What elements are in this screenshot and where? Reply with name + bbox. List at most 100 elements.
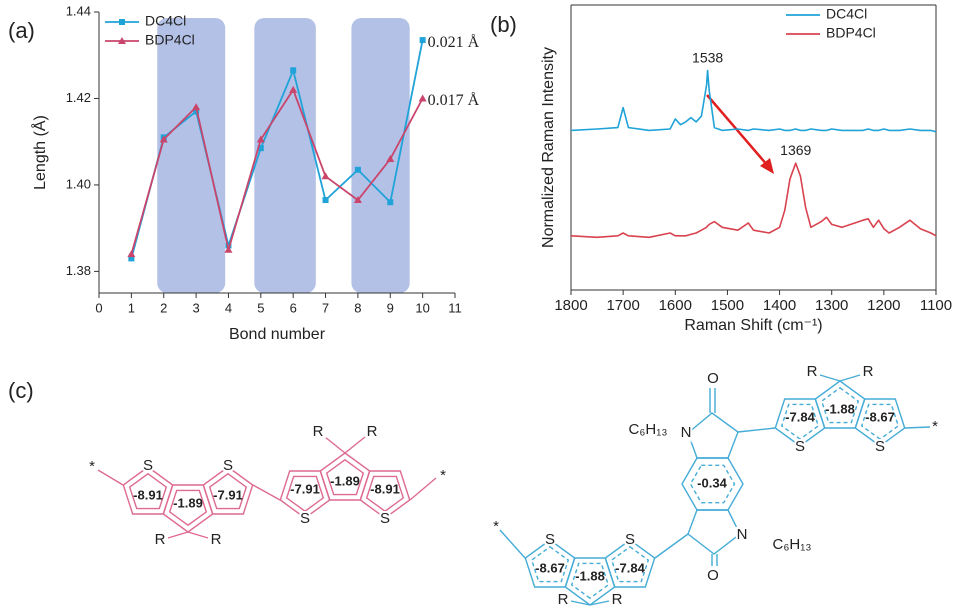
ring	[860, 403, 900, 441]
marker	[419, 37, 426, 44]
ring-value: -7.91	[213, 487, 243, 502]
x-tick-label: 1500	[711, 297, 744, 314]
marker	[256, 135, 265, 143]
atom-label: R	[612, 591, 623, 608]
ring-value: -7.84	[615, 560, 645, 575]
ring	[687, 412, 739, 459]
bond	[819, 374, 841, 382]
marker	[159, 135, 168, 143]
atom-label: R	[367, 423, 378, 440]
x-tick-label: 1	[128, 300, 135, 315]
atom-label: *	[440, 467, 446, 484]
ring	[814, 380, 866, 429]
marker	[289, 85, 298, 93]
marker	[193, 108, 200, 115]
marker	[322, 197, 329, 204]
x-tick-label: 6	[290, 300, 297, 315]
x-tick-label: 1700	[606, 297, 639, 314]
legend-marker	[119, 19, 125, 25]
legend-label: BDP4Cl	[826, 25, 876, 41]
annotation: 0.017 Å	[428, 91, 480, 109]
atom-label: S	[380, 510, 390, 527]
bond	[654, 533, 689, 559]
arrow-head	[760, 158, 774, 174]
y-tick-label: 1.44	[66, 3, 91, 18]
atom-label: R	[863, 363, 874, 380]
atom-label: S	[143, 457, 153, 474]
panel-label: (c)	[8, 378, 34, 403]
y-tick-label: 1.38	[66, 263, 91, 278]
x-tick-label: 1800	[554, 297, 587, 314]
marker	[257, 145, 264, 152]
atom-label: R	[155, 531, 166, 548]
ring	[202, 466, 254, 515]
marker	[290, 67, 297, 74]
legend-marker	[118, 37, 126, 44]
bond	[324, 436, 346, 454]
bond	[252, 484, 281, 501]
x-tick-label: 8	[354, 300, 361, 315]
highlight-band	[351, 18, 410, 293]
ring-value: -1.89	[330, 473, 360, 488]
marker	[224, 245, 233, 253]
series-line	[570, 162, 937, 239]
ring	[279, 470, 331, 519]
bond	[344, 436, 366, 454]
y-axis-label: Length (Å)	[30, 115, 49, 190]
peak-label: 1369	[780, 142, 811, 158]
bond	[904, 426, 931, 429]
ring	[564, 557, 616, 606]
marker	[127, 250, 136, 258]
ring	[162, 484, 214, 533]
ring	[122, 466, 174, 515]
annotation: 0.021 Å	[428, 33, 480, 51]
ring-value: -1.88	[575, 568, 605, 583]
x-tick-label: 10	[415, 300, 429, 315]
bond	[737, 427, 776, 433]
ring	[774, 398, 826, 447]
atom-label: R	[211, 531, 222, 548]
series-line	[130, 88, 424, 255]
bond	[499, 529, 526, 559]
ring	[524, 539, 576, 588]
x-axis-label: Bond number	[229, 326, 326, 343]
ring	[780, 403, 820, 441]
atom-label: S	[223, 457, 233, 474]
bond	[570, 600, 591, 606]
bond	[167, 531, 189, 539]
ring	[128, 472, 168, 510]
y-axis-label: Normalized Raman Intensity	[540, 47, 557, 248]
atom-label: S	[300, 510, 310, 527]
ring-value: -7.84	[785, 409, 815, 424]
marker	[387, 199, 394, 206]
x-tick-label: 0	[95, 300, 102, 315]
ring-value: -1.89	[173, 495, 203, 510]
ring	[689, 464, 736, 504]
y-tick-label: 1.40	[66, 176, 91, 191]
x-tick-label: 2	[160, 300, 167, 315]
bond	[589, 600, 610, 606]
ring-value: -7.91	[290, 481, 320, 496]
marker	[128, 255, 135, 262]
atom-label: R	[313, 423, 324, 440]
x-tick-label: 1100	[920, 297, 952, 314]
highlight-band	[254, 18, 316, 293]
ring-value: -8.91	[370, 481, 400, 496]
x-tick-label: 3	[192, 300, 199, 315]
x-tick-label: 7	[322, 300, 329, 315]
ring-value: -8.91	[133, 487, 163, 502]
x-tick-label: 1400	[763, 297, 796, 314]
ring	[285, 475, 325, 513]
marker	[225, 242, 232, 249]
legend-label: BDP4Cl	[145, 32, 195, 48]
atom-label: S	[545, 531, 555, 548]
ring	[208, 472, 248, 510]
atom-label: R	[807, 363, 818, 380]
peak-label: 1538	[692, 49, 723, 65]
legend-label: DC4Cl	[145, 13, 186, 29]
bond	[839, 374, 861, 382]
ring	[325, 458, 365, 496]
ring	[854, 398, 906, 447]
ring	[359, 470, 411, 519]
